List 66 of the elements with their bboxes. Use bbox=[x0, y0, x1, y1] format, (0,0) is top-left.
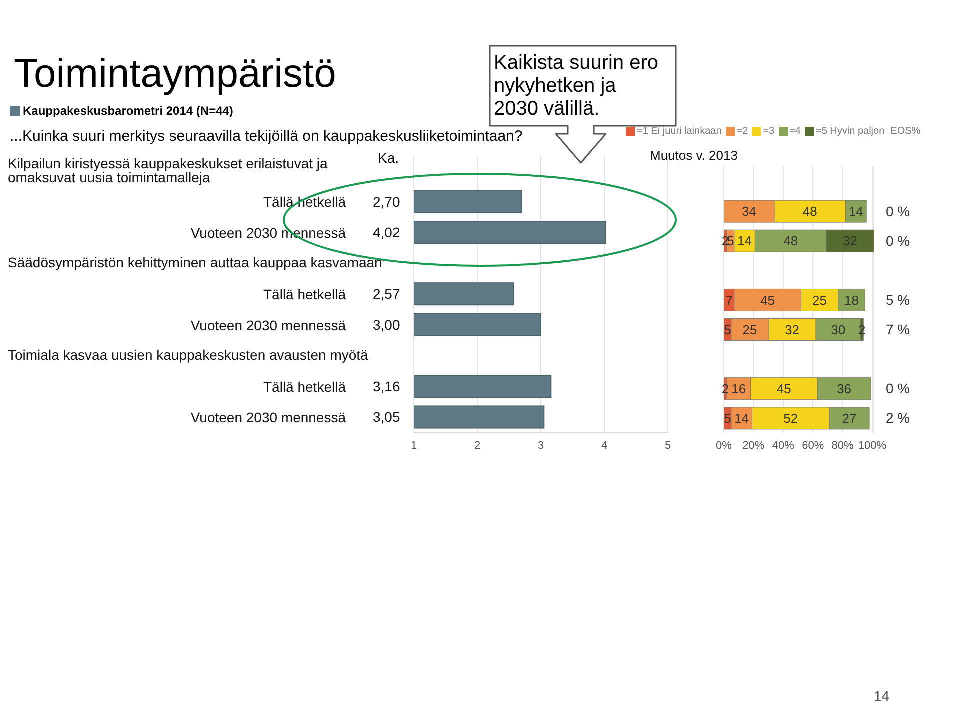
y-tick-label: Vuoteen 2030 mennessä bbox=[190, 317, 346, 334]
x-tick-label: 20% bbox=[742, 440, 765, 452]
text: Kauppakeskusbarometri 2014 (N=44) bbox=[23, 104, 234, 118]
y-tick-label: Tällä hetkellä bbox=[264, 194, 346, 210]
data-label: 34 bbox=[742, 204, 756, 220]
x-tick-label: 80% bbox=[832, 440, 854, 452]
text: 0 % bbox=[886, 380, 910, 397]
y-tick-label: Vuoteen 2030 mennessä bbox=[190, 410, 346, 426]
data-label: 45 bbox=[776, 382, 792, 397]
data-label: 3,16 bbox=[373, 378, 400, 394]
data-label: 2,70 bbox=[373, 194, 400, 210]
x-tick-label: 1 bbox=[410, 440, 418, 452]
legend-label: =4 bbox=[788, 126, 801, 137]
data-label: 14 bbox=[738, 234, 752, 249]
text: Kaikista suurin ero nykyhetken ja 2030 välillä. bbox=[494, 52, 659, 121]
data-label: 36 bbox=[837, 382, 852, 397]
data-label: 27 bbox=[842, 411, 857, 426]
data-label: 25 bbox=[742, 322, 758, 338]
legend-label: =3 bbox=[762, 126, 775, 137]
text: 14 bbox=[874, 688, 890, 704]
text: 7 % bbox=[886, 322, 910, 338]
x-tick-label: 40% bbox=[772, 440, 795, 452]
chart-title: Toimintaympäristö bbox=[14, 52, 336, 97]
data-label: 14 bbox=[734, 411, 750, 426]
data-label: 5 bbox=[724, 411, 732, 426]
data-label: 25 bbox=[812, 292, 828, 308]
x-tick-label: 0% bbox=[716, 440, 732, 452]
x-tick-label: 5 bbox=[664, 440, 672, 452]
x-tick-label: 2 bbox=[474, 440, 481, 452]
data-label: 16 bbox=[732, 382, 746, 397]
data-label: 18 bbox=[844, 292, 859, 308]
data-label: 3,00 bbox=[373, 316, 400, 333]
y-tick-label: Tällä hetkellä bbox=[264, 286, 346, 302]
text: Ka. bbox=[378, 150, 400, 166]
chart-subtitle: Muutos v. 2013 bbox=[650, 148, 738, 163]
data-label: 7 bbox=[726, 292, 733, 308]
text: 0 % bbox=[886, 232, 910, 249]
text: 5 % bbox=[886, 292, 910, 308]
data-label: 4,02 bbox=[373, 224, 400, 241]
data-label: 48 bbox=[784, 234, 798, 249]
x-tick-label: 4 bbox=[601, 440, 608, 452]
data-label: 5 bbox=[724, 322, 732, 338]
x-tick-label: 60% bbox=[802, 440, 824, 452]
text: Toimiala kasvaa uusien kauppakeskusten avausten myötä bbox=[8, 347, 369, 364]
text: 2 % bbox=[886, 410, 910, 426]
text: Kilpailun kiristyessä kauppakeskukset erilaistuvat ja omaksuvat uusia toimintamalleja bbox=[8, 155, 328, 186]
data-label: 48 bbox=[802, 204, 818, 220]
data-label: 30 bbox=[831, 322, 846, 338]
text: ...Kuinka suuri merkitys seuraavilla tekijöillä on kauppakeskusliiketoimintaan? bbox=[10, 128, 523, 145]
x-tick-label: 100% bbox=[858, 440, 887, 452]
legend-label: =2 bbox=[736, 126, 748, 137]
data-label: 45 bbox=[760, 292, 776, 308]
legend-label: =1 Ei juuri lainkaan bbox=[636, 126, 722, 137]
data-label: 3,05 bbox=[373, 409, 400, 426]
text: 0 % bbox=[886, 203, 910, 220]
data-label: 52 bbox=[784, 411, 798, 426]
data-label: 14 bbox=[848, 204, 864, 220]
legend-label: =5 Hyvin paljon bbox=[815, 126, 885, 137]
y-tick-label: Tällä hetkellä bbox=[264, 378, 346, 395]
text: EOS% bbox=[890, 126, 921, 137]
data-label: 32 bbox=[843, 234, 858, 249]
x-tick-label: 3 bbox=[538, 440, 544, 452]
data-label: 2,57 bbox=[373, 286, 400, 302]
data-label: 5 bbox=[727, 234, 734, 249]
text: Säädösympäristön kehittyminen auttaa kauppaa kasvamaan bbox=[8, 254, 382, 271]
data-label: 32 bbox=[785, 322, 800, 338]
